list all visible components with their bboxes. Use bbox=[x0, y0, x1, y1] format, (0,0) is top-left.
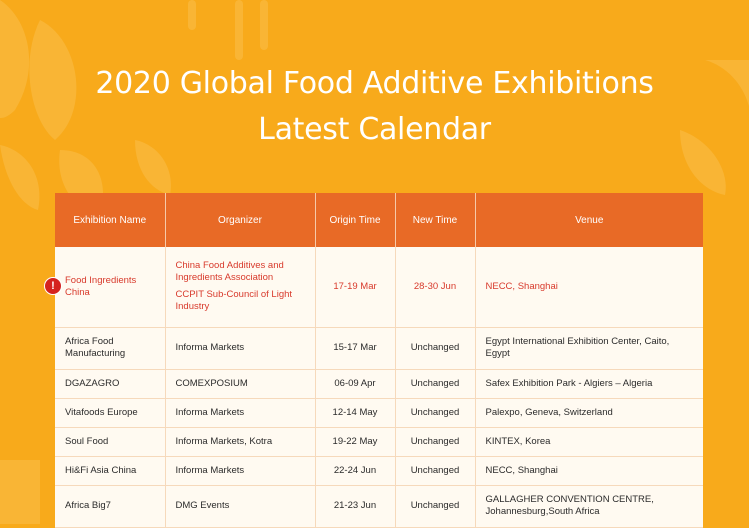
origin-time-cell: 06-09 Apr bbox=[315, 369, 396, 399]
origin-time-cell: 15-17 Mar bbox=[315, 327, 396, 370]
venue-cell: NECC, Shanghai bbox=[475, 247, 703, 328]
column-header-exhibition-name: Exhibition Name bbox=[55, 193, 166, 247]
exclamation-icon: ! bbox=[44, 277, 62, 295]
exhibition-table-container: ! Exhibition Name Organizer Origin Time … bbox=[44, 193, 703, 528]
page-title-line-2: Latest Calendar bbox=[258, 112, 491, 147]
exhibition-name-cell: Africa Food Manufacturing bbox=[55, 327, 166, 370]
organizer-cell: China Food Additives and Ingredients Ass… bbox=[165, 247, 316, 328]
table-row: Hi&Fi Asia China Informa Markets 22-24 J… bbox=[55, 456, 703, 486]
venue-cell: NECC, Shanghai bbox=[475, 456, 703, 486]
table-row: DGAZAGRO COMEXPOSIUM 06-09 Apr Unchanged… bbox=[55, 369, 703, 399]
organizer-name: China Food Additives and Ingredients Ass… bbox=[175, 260, 284, 284]
organizer-cell: Informa Markets bbox=[165, 327, 316, 370]
venue-cell: GALLAGHER CONVENTION CENTRE, Johannesbur… bbox=[475, 485, 703, 528]
exhibition-name-cell: Hi&Fi Asia China bbox=[55, 456, 166, 486]
table-row: Africa Big7 DMG Events 21-23 Jun Unchang… bbox=[55, 485, 703, 528]
exhibition-name-cell: Food Ingredients China bbox=[55, 247, 166, 328]
organizer-name: CCPIT Sub-Council of Light Industry bbox=[175, 289, 293, 313]
origin-time-cell: 22-24 Jun bbox=[315, 456, 396, 486]
new-time-cell: Unchanged bbox=[395, 485, 476, 528]
table-row: Vitafoods Europe Informa Markets 12-14 M… bbox=[55, 398, 703, 428]
origin-time-cell: 12-14 May bbox=[315, 398, 396, 428]
organizer-cell: Informa Markets bbox=[165, 456, 316, 486]
column-header-organizer: Organizer bbox=[165, 193, 316, 247]
venue-cell: KINTEX, Korea bbox=[475, 427, 703, 457]
new-time-cell: Unchanged bbox=[395, 369, 476, 399]
organizer-cell: DMG Events bbox=[165, 485, 316, 528]
column-header-new-time: New Time bbox=[395, 193, 476, 247]
organizer-cell: COMEXPOSIUM bbox=[165, 369, 316, 399]
table-header-row: Exhibition Name Organizer Origin Time Ne… bbox=[55, 193, 703, 247]
new-time-cell: Unchanged bbox=[395, 398, 476, 428]
new-time-cell: Unchanged bbox=[395, 456, 476, 486]
origin-time-cell: 17-19 Mar bbox=[315, 247, 396, 328]
exhibition-name-cell: Vitafoods Europe bbox=[55, 398, 166, 428]
organizer-cell: Informa Markets, Kotra bbox=[165, 427, 316, 457]
page-title-line-1: 2020 Global Food Additive Exhibitions bbox=[95, 66, 654, 101]
exhibition-name-cell: Africa Big7 bbox=[55, 485, 166, 528]
column-header-venue: Venue bbox=[475, 193, 703, 247]
origin-time-cell: 19-22 May bbox=[315, 427, 396, 457]
venue-cell: Egypt International Exhibition Center, C… bbox=[475, 327, 703, 370]
new-time-cell: 28-30 Jun bbox=[395, 247, 476, 328]
exhibition-table: Exhibition Name Organizer Origin Time Ne… bbox=[55, 193, 703, 528]
new-time-cell: Unchanged bbox=[395, 427, 476, 457]
table-row: Soul Food Informa Markets, Kotra 19-22 M… bbox=[55, 427, 703, 457]
exhibition-name-cell: Soul Food bbox=[55, 427, 166, 457]
organizer-cell: Informa Markets bbox=[165, 398, 316, 428]
venue-cell: Palexpo, Geneva, Switzerland bbox=[475, 398, 703, 428]
new-time-cell: Unchanged bbox=[395, 327, 476, 370]
venue-cell: Safex Exhibition Park - Algiers – Algeri… bbox=[475, 369, 703, 399]
column-header-origin-time: Origin Time bbox=[315, 193, 396, 247]
origin-time-cell: 21-23 Jun bbox=[315, 485, 396, 528]
table-row: Africa Food Manufacturing Informa Market… bbox=[55, 327, 703, 370]
exhibition-name-cell: DGAZAGRO bbox=[55, 369, 166, 399]
table-row: Food Ingredients China China Food Additi… bbox=[55, 247, 703, 328]
